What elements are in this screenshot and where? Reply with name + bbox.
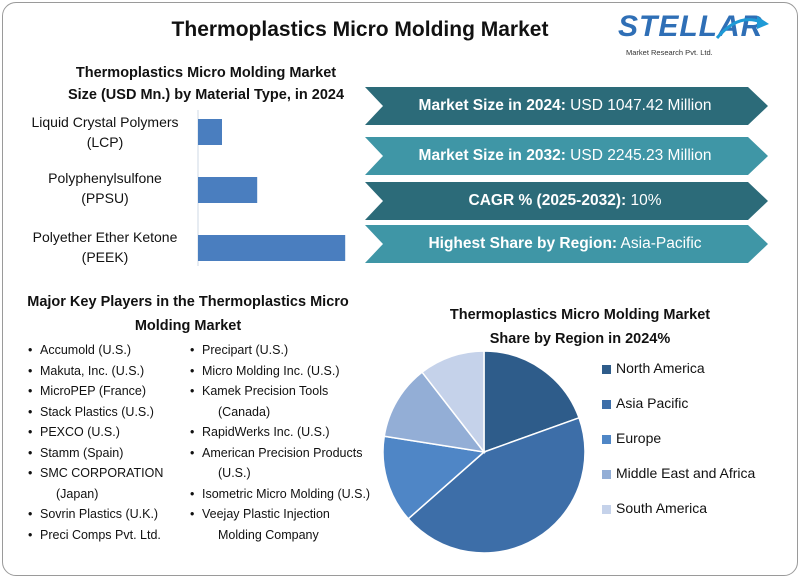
player-item: Veejay Plastic Injection — [190, 504, 370, 525]
bar-category-lcp: Liquid Crystal Polymers (LCP) — [10, 112, 200, 152]
stat-value: USD 1047.42 Million — [570, 97, 712, 114]
stat-label: Market Size in 2024: — [418, 97, 566, 114]
player-item-continuation: Molding Company — [190, 525, 370, 546]
key-players-title-line2: Molding Market — [134, 318, 242, 334]
player-item: Micro Molding Inc. (U.S.) — [190, 361, 370, 382]
legend-label: Middle East and Africa — [616, 465, 756, 481]
player-item: Makuta, Inc. (U.S.) — [28, 361, 163, 382]
legend-label: Europe — [616, 430, 662, 446]
bar-0 — [198, 119, 222, 145]
pie-slice-europe — [382, 435, 486, 520]
bar-chart-title-line2: Size (USD Mn.) by Material Type, in 2024 — [67, 87, 345, 103]
logo-arrow-icon — [715, 16, 769, 39]
bar-category-label-line2: (PPSU) — [81, 190, 129, 206]
stellar-logo: STELLAR Market Research Pvt. Ltd. — [618, 6, 778, 64]
player-item: Precipart (U.S.) — [190, 340, 370, 361]
player-item-continuation-text: (Japan) — [56, 486, 99, 501]
player-item: SMC CORPORATION — [28, 463, 163, 484]
bar-category-label-line2: (LCP) — [86, 134, 124, 150]
stat-banner-market-2024: Market Size in 2024: USD 1047.42 Million — [365, 87, 770, 125]
page-title: Thermoplastics Micro Molding Market — [171, 18, 549, 41]
bar-category-label-line1: Polyether Ether Ketone — [32, 229, 178, 245]
key-players-title-line1: Major Key Players in the Thermoplastics … — [27, 294, 349, 310]
legend-swatch — [602, 365, 611, 374]
legend-label: South America — [616, 500, 708, 516]
bar-1 — [198, 177, 258, 203]
pie-slice-north-america — [483, 350, 580, 454]
player-item: Stack Plastics (U.S.) — [28, 402, 163, 423]
player-item: RapidWerks Inc. (U.S.) — [190, 422, 370, 443]
bar-chart-title-line1: Thermoplastics Micro Molding Market — [75, 65, 337, 81]
bar-category-peek: Polyether Ether Ketone (PEEK) — [10, 227, 200, 267]
player-item-continuation: (U.S.) — [190, 463, 370, 484]
key-players-title: Major Key Players in the Thermoplastics … — [8, 290, 368, 338]
pie-slice-middle-east-and-africa — [383, 371, 486, 454]
stat-label: Market Size in 2032: — [418, 147, 566, 164]
pie-slice-south-america — [421, 350, 485, 455]
stat-banner-region: Highest Share by Region: Asia-Pacific — [365, 225, 770, 263]
player-item: MicroPEP (France) — [28, 381, 163, 402]
pie-chart-title-line1: Thermoplastics Micro Molding Market — [449, 307, 711, 323]
player-item-continuation: (Japan) — [28, 484, 163, 505]
legend-swatch — [602, 470, 611, 479]
stat-banner-cagr: CAGR % (2025-2032): 10% — [365, 182, 770, 220]
stat-value: USD 2245.23 Million — [570, 147, 712, 164]
player-item: Isometric Micro Molding (U.S.) — [190, 484, 370, 505]
legend-swatch — [602, 505, 611, 514]
player-item: Preci Comps Pvt. Ltd. — [28, 525, 163, 546]
player-item: Accumold (U.S.) — [28, 340, 163, 361]
player-item-continuation-text: (Canada) — [218, 404, 271, 419]
pie-chart-title: Thermoplastics Micro Molding Market Shar… — [415, 303, 745, 351]
pie-slice-asia-pacific — [407, 416, 586, 554]
pie-chart-title-line2: Share by Region in 2024% — [489, 331, 671, 347]
legend-label: North America — [616, 360, 705, 376]
player-item: Kamek Precision Tools — [190, 381, 370, 402]
pie-chart — [382, 350, 586, 554]
stat-value: Asia-Pacific — [620, 235, 702, 252]
bar-2 — [198, 235, 346, 261]
logo-tagline: Market Research Pvt. Ltd. — [626, 48, 713, 57]
bar-category-ppsu: Polyphenylsulfone (PPSU) — [10, 168, 200, 208]
banner-arrow-shape — [365, 225, 768, 263]
bar-category-label-line1: Polyphenylsulfone — [48, 170, 162, 186]
player-item: PEXCO (U.S.) — [28, 422, 163, 443]
stat-label: Highest Share by Region: — [428, 235, 618, 252]
key-players-list-right: Precipart (U.S.) Micro Molding Inc. (U.S… — [190, 340, 370, 545]
banner-arrow-shape — [365, 87, 768, 125]
banner-arrow-shape — [365, 137, 768, 175]
player-item: Stamm (Spain) — [28, 443, 163, 464]
stat-label: CAGR % (2025-2032): — [468, 192, 627, 209]
legend-swatch — [602, 435, 611, 444]
player-item-continuation-text: Molding Company — [218, 527, 319, 542]
logo-wordmark: STELLAR — [618, 10, 764, 43]
bar-chart-title: Thermoplastics Micro Molding Market Size… — [36, 62, 376, 106]
bar-category-label-line1: Liquid Crystal Polymers — [31, 114, 179, 130]
banner-arrow-shape — [365, 182, 768, 220]
legend-label: Asia Pacific — [616, 395, 689, 411]
stat-value: 10% — [630, 192, 662, 209]
stat-banner-market-2032: Market Size in 2032: USD 2245.23 Million — [365, 137, 770, 175]
bar-category-label-line2: (PEEK) — [81, 249, 129, 265]
player-item-continuation-text: (U.S.) — [218, 466, 251, 480]
player-item-continuation: (Canada) — [190, 402, 370, 423]
player-item: American Precision Products — [190, 443, 370, 464]
key-players-list-left: Accumold (U.S.) Makuta, Inc. (U.S.) Micr… — [28, 340, 163, 545]
bar-chart — [197, 110, 346, 266]
player-item: Sovrin Plastics (U.K.) — [28, 504, 163, 525]
legend-swatch — [602, 400, 611, 409]
